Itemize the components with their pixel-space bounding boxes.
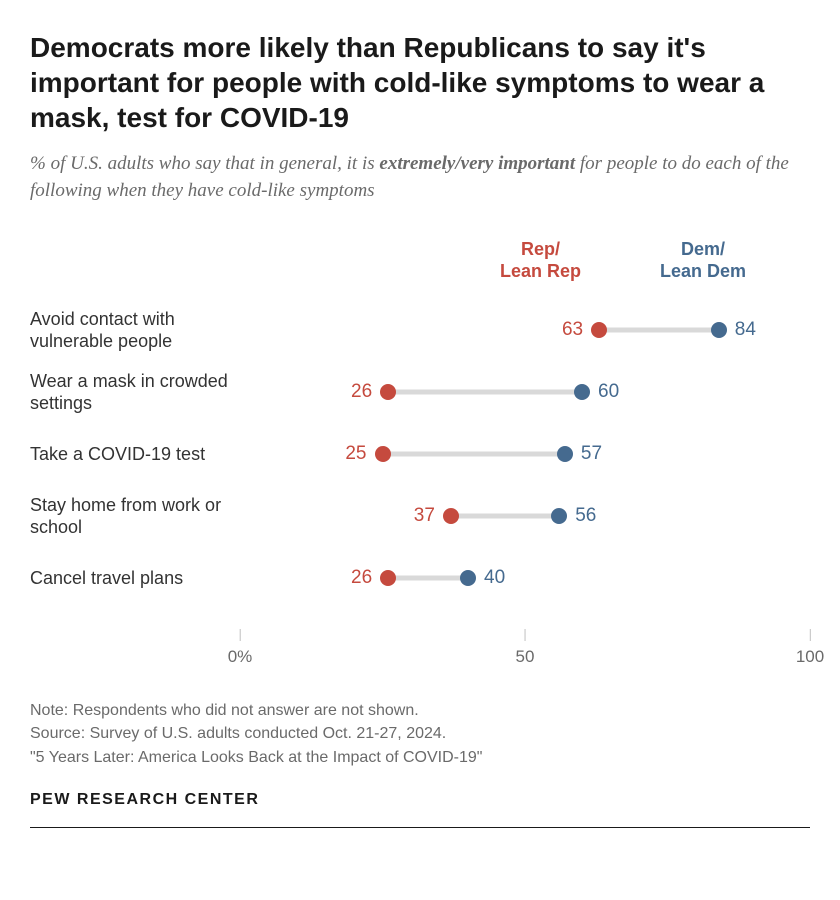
rep-dot <box>591 322 607 338</box>
row-label: Stay home from work or school <box>30 494 240 539</box>
chart-row: Wear a mask in crowded settings 26 60 <box>30 361 810 423</box>
tick-label: 50 <box>516 647 535 667</box>
dem-dot <box>557 446 573 462</box>
dem-dot <box>574 384 590 400</box>
axis-tick: 50 <box>516 629 535 667</box>
dem-value: 84 <box>735 319 756 341</box>
chart-title: Democrats more likely than Republicans t… <box>30 30 810 135</box>
row-plot: 37 56 <box>240 485 810 547</box>
subtitle-emphasis: extremely/very important <box>379 153 575 174</box>
dem-value: 60 <box>598 381 619 403</box>
dot-plot-chart: Rep/ Lean Rep Dem/ Lean Dem Avoid contac… <box>30 239 810 689</box>
chart-rows: Avoid contact with vulnerable people 63 84… <box>30 299 810 609</box>
tick-line <box>524 629 525 641</box>
pew-logo: PEW RESEARCH CENTER <box>30 791 810 809</box>
connector-line <box>451 514 559 519</box>
dem-value: 40 <box>484 567 505 589</box>
dem-value: 57 <box>581 443 602 465</box>
connector-line <box>388 390 582 395</box>
footer-rule <box>30 827 810 828</box>
dem-value: 56 <box>575 505 596 527</box>
axis-tick: 100 <box>796 629 824 667</box>
rep-dot <box>375 446 391 462</box>
rep-dot <box>380 384 396 400</box>
rep-value: 37 <box>414 505 435 527</box>
rep-value: 26 <box>351 567 372 589</box>
chart-notes: Note: Respondents who did not answer are… <box>30 699 810 769</box>
row-plot: 63 84 <box>240 299 810 361</box>
row-plot: 26 60 <box>240 361 810 423</box>
subtitle-pre: % of U.S. adults who say that in general… <box>30 153 379 174</box>
rep-value: 26 <box>351 381 372 403</box>
rep-dot <box>380 570 396 586</box>
source-line: Source: Survey of U.S. adults conducted … <box>30 722 810 745</box>
row-label: Take a COVID-19 test <box>30 443 240 466</box>
legend-rep: Rep/ Lean Rep <box>500 239 581 282</box>
chart-row: Stay home from work or school 37 56 <box>30 485 810 547</box>
tick-label: 0% <box>228 647 253 667</box>
connector-line <box>388 576 468 581</box>
connector-line <box>383 452 565 457</box>
note-line: Note: Respondents who did not answer are… <box>30 699 810 722</box>
legend-dem-line2: Lean Dem <box>660 261 746 281</box>
tick-line <box>810 629 811 641</box>
tick-line <box>239 629 240 641</box>
connector-line <box>599 328 719 333</box>
chart-row: Take a COVID-19 test 25 57 <box>30 423 810 485</box>
dem-dot <box>551 508 567 524</box>
chart-row: Avoid contact with vulnerable people 63 84 <box>30 299 810 361</box>
row-plot: 26 40 <box>240 547 810 609</box>
dem-dot <box>460 570 476 586</box>
rep-value: 63 <box>562 319 583 341</box>
x-axis: 0%50100 <box>240 629 810 669</box>
axis-tick: 0% <box>228 629 253 667</box>
legend-dem-line1: Dem/ <box>681 239 725 259</box>
row-plot: 25 57 <box>240 423 810 485</box>
legend-rep-line2: Lean Rep <box>500 261 581 281</box>
report-line: "5 Years Later: America Looks Back at th… <box>30 746 810 769</box>
legend-rep-line1: Rep/ <box>521 239 560 259</box>
dem-dot <box>711 322 727 338</box>
rep-value: 25 <box>345 443 366 465</box>
chart-row: Cancel travel plans 26 40 <box>30 547 810 609</box>
legend-dem: Dem/ Lean Dem <box>660 239 746 282</box>
row-label: Avoid contact with vulnerable people <box>30 308 240 353</box>
tick-label: 100 <box>796 647 824 667</box>
rep-dot <box>443 508 459 524</box>
row-label: Cancel travel plans <box>30 567 240 590</box>
row-label: Wear a mask in crowded settings <box>30 370 240 415</box>
chart-subtitle: % of U.S. adults who say that in general… <box>30 151 810 204</box>
